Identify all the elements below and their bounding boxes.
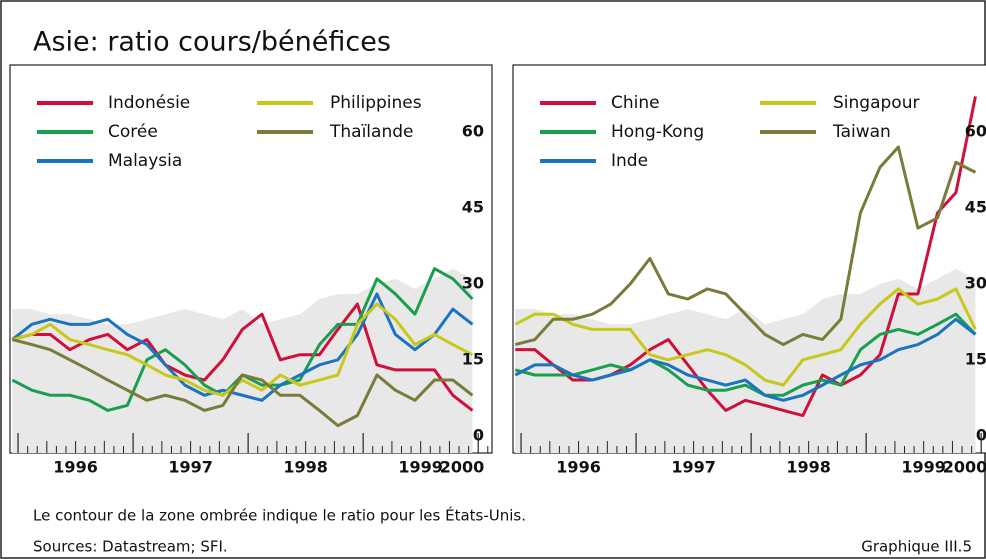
legend-label: Thaïlande	[329, 122, 413, 142]
y-tick-label: 15	[965, 349, 986, 368]
x-tick-label: 1998	[786, 458, 831, 477]
x-tick-label: 2000	[943, 458, 986, 477]
legend-label: Hong-Kong	[611, 122, 704, 142]
legend-label: Philippines	[330, 93, 422, 113]
x-tick-label: 1996	[556, 458, 601, 477]
legend-label: Corée	[108, 122, 158, 142]
note: Le contour de la zone ombrée indique le …	[33, 506, 526, 525]
sources: Sources: Datastream; SFI.	[33, 538, 228, 556]
x-tick-label: 1997	[671, 458, 716, 477]
y-tick-label: 30	[965, 273, 986, 292]
legend-label: Singapour	[833, 93, 919, 113]
legend-label: Indonésie	[108, 93, 190, 113]
y-tick-label: 60	[462, 121, 484, 140]
y-tick-label: 45	[965, 197, 986, 216]
series-line	[11, 292, 474, 402]
figure-label: Graphique III.5	[861, 538, 972, 556]
y-tick-label: 60	[965, 121, 986, 140]
x-tick-label: 1997	[168, 458, 213, 477]
x-tick-label: 1999	[901, 458, 946, 477]
shaded-area	[515, 268, 976, 453]
series-line	[11, 302, 474, 397]
series-line	[11, 338, 474, 428]
plot-area	[11, 267, 474, 453]
series-line	[514, 145, 977, 347]
legend-label: Inde	[611, 151, 648, 171]
series-line	[514, 312, 977, 397]
plot-area	[514, 96, 977, 453]
x-tick-label: 1998	[283, 458, 328, 477]
series-line	[514, 287, 977, 387]
series-line	[514, 317, 977, 402]
x-tick-label: 2000	[440, 458, 485, 477]
y-tick-label: 15	[462, 349, 484, 368]
legend-label: Malaysia	[108, 151, 182, 171]
y-tick-label: 30	[462, 273, 484, 292]
series-line	[11, 302, 474, 412]
legend-label: Taiwan	[832, 122, 891, 142]
y-tick-label: 45	[462, 197, 484, 216]
x-tick-label: 1996	[53, 458, 98, 477]
chart-title: Asie: ratio cours/bénéfices	[33, 27, 391, 58]
x-tick-label: 1999	[398, 458, 443, 477]
legend-label: Chine	[611, 93, 660, 113]
